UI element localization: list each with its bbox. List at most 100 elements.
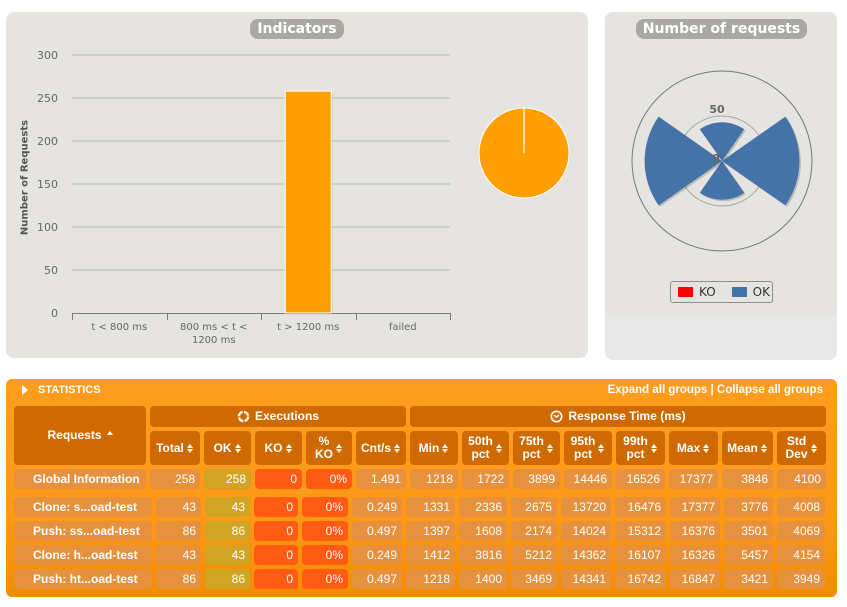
y-tick-label: 100 — [37, 221, 58, 234]
stat-cell: 86 — [205, 569, 250, 589]
stat-cell: 0 — [254, 521, 298, 541]
column-label: % KO — [315, 434, 333, 461]
global-information-row-name[interactable]: Global Information — [14, 469, 146, 489]
y-tick-label: 150 — [37, 178, 58, 191]
column-header-50th-pct[interactable]: 50th pct — [462, 431, 509, 465]
stat-cell: 3421 — [724, 569, 773, 589]
expand-triangle-icon — [22, 385, 28, 395]
request-row-name[interactable]: Push: ht...oad-test — [14, 569, 152, 589]
column-label: Cnt/s — [361, 440, 391, 455]
stat-cell: 4008 — [777, 497, 825, 517]
stat-cell: 13720 — [561, 497, 611, 517]
stat-cell: 1722 — [462, 469, 509, 489]
stat-cell: 0% — [302, 545, 348, 565]
stat-cell: 16742 — [615, 569, 666, 589]
requests-chart-area: 0 50 Number of requests KO OK — [605, 12, 837, 317]
clock-icon — [550, 410, 563, 423]
request-row-name[interactable]: Clone: s...oad-test — [14, 497, 152, 517]
column-header-total[interactable]: Total — [150, 431, 200, 465]
stat-cell: 14446 — [564, 469, 612, 489]
column-header-cnt-per-s[interactable]: Cnt/s — [356, 431, 406, 465]
stat-cell: 86 — [156, 569, 201, 589]
stat-cell: 17377 — [669, 469, 718, 489]
column-header-percent-ko[interactable]: % KO — [306, 431, 352, 465]
stat-cell: 14341 — [561, 569, 611, 589]
column-header-std-dev[interactable]: Std Dev — [777, 431, 826, 465]
requests-panel: 0 50 Number of requests KO OK — [605, 12, 837, 360]
column-label: Total — [156, 440, 184, 455]
sort-icon — [234, 443, 242, 453]
executions-icon — [237, 410, 250, 423]
stat-cell: 5457 — [724, 545, 773, 565]
stat-cell: 2675 — [511, 497, 557, 517]
sort-icon — [442, 443, 449, 453]
group-links: Expand all groups | Collapse all groups — [608, 382, 823, 398]
legend-label-ok: OK — [752, 285, 770, 299]
expand-all-groups-link[interactable]: Expand all groups — [607, 384, 708, 396]
legend-label-ko: KO — [699, 285, 716, 299]
stat-cell: 0.249 — [352, 545, 402, 565]
stat-cell: 0.497 — [352, 521, 402, 541]
legend-item-ko[interactable]: KO — [678, 285, 716, 299]
y-tick-label: 300 — [37, 49, 58, 62]
bar[interactable] — [284, 90, 332, 314]
stat-cell: 0 — [254, 545, 298, 565]
stat-cell: 0 — [254, 569, 298, 589]
requests-column-header[interactable]: Requests — [14, 406, 146, 465]
global-information-row: Global Information 258 258 0 0% 1.491 1218 1722… — [14, 469, 826, 489]
stat-cell: 15312 — [615, 521, 666, 541]
sort-icon — [394, 443, 401, 453]
response-time-group-header: Response Time (ms) — [410, 406, 826, 427]
stat-cell: 0% — [302, 497, 348, 517]
requests-header-label: Requests — [47, 428, 102, 442]
stat-cell: 43 — [156, 545, 201, 565]
column-header-ko[interactable]: KO — [255, 431, 302, 465]
statistics-header: Requests Executions Response Time (ms) T… — [14, 406, 826, 465]
stat-cell: 1397 — [406, 521, 455, 541]
x-tick-label: failed — [388, 322, 417, 333]
stat-cell: 17377 — [670, 497, 720, 517]
sort-icon — [336, 443, 343, 453]
column-label: 75th pct — [519, 434, 544, 461]
column-label: KO — [264, 440, 283, 455]
sort-icon — [650, 443, 658, 453]
stat-cell: 3949 — [777, 569, 825, 589]
stat-cell: 3816 — [459, 545, 507, 565]
stat-cell: 43 — [205, 545, 250, 565]
polar-sector-ok[interactable] — [699, 161, 745, 200]
column-header-ok[interactable]: OK — [204, 431, 251, 465]
column-header-mean[interactable]: Mean — [722, 431, 773, 465]
stat-cell: 86 — [156, 521, 201, 541]
stat-cell: 16376 — [670, 521, 720, 541]
stat-cell: 1400 — [459, 569, 507, 589]
request-row-name[interactable]: Push: ss...oad-test — [14, 521, 152, 541]
request-row-name[interactable]: Clone: h...oad-test — [14, 545, 152, 565]
stat-cell: 1412 — [406, 545, 455, 565]
legend-item-ok[interactable]: OK — [731, 285, 770, 299]
stat-cell: 3469 — [511, 569, 557, 589]
polar-sector-ok[interactable] — [699, 122, 745, 161]
polar-sector-ok[interactable] — [644, 116, 722, 206]
x-tick-label: t > 1200 ms — [277, 322, 340, 333]
stat-cell: 1.491 — [356, 469, 406, 489]
x-tick-label: t < 800 ms — [91, 322, 148, 333]
request-rows: Clone: s...oad-test 43 43 0 0% 0.249 1331 2336 2… — [14, 497, 825, 589]
stat-cell: 5212 — [511, 545, 557, 565]
stat-cell: 0.249 — [352, 497, 402, 517]
stat-cell: 0% — [306, 469, 352, 489]
column-header-99th-pct[interactable]: 99th pct — [616, 431, 665, 465]
column-header-max[interactable]: Max — [669, 431, 718, 465]
statistics-toggle[interactable]: STATISTICS — [22, 382, 101, 398]
indicators-title: Indicators — [250, 19, 344, 39]
column-header-95th-pct[interactable]: 95th pct — [564, 431, 612, 465]
column-header-min[interactable]: Min — [410, 431, 458, 465]
stat-cell: 86 — [205, 521, 250, 541]
collapse-all-groups-link[interactable]: Collapse all groups — [716, 384, 823, 396]
stat-cell: 16526 — [616, 469, 665, 489]
x-tick-label: 800 ms < t < 1200 ms — [180, 322, 248, 346]
stat-cell: 258 — [204, 469, 251, 489]
polar-sector-ok[interactable] — [722, 116, 800, 206]
column-header-75th-pct[interactable]: 75th pct — [513, 431, 560, 465]
stat-cell: 4100 — [777, 469, 826, 489]
stat-cell: 43 — [205, 497, 250, 517]
